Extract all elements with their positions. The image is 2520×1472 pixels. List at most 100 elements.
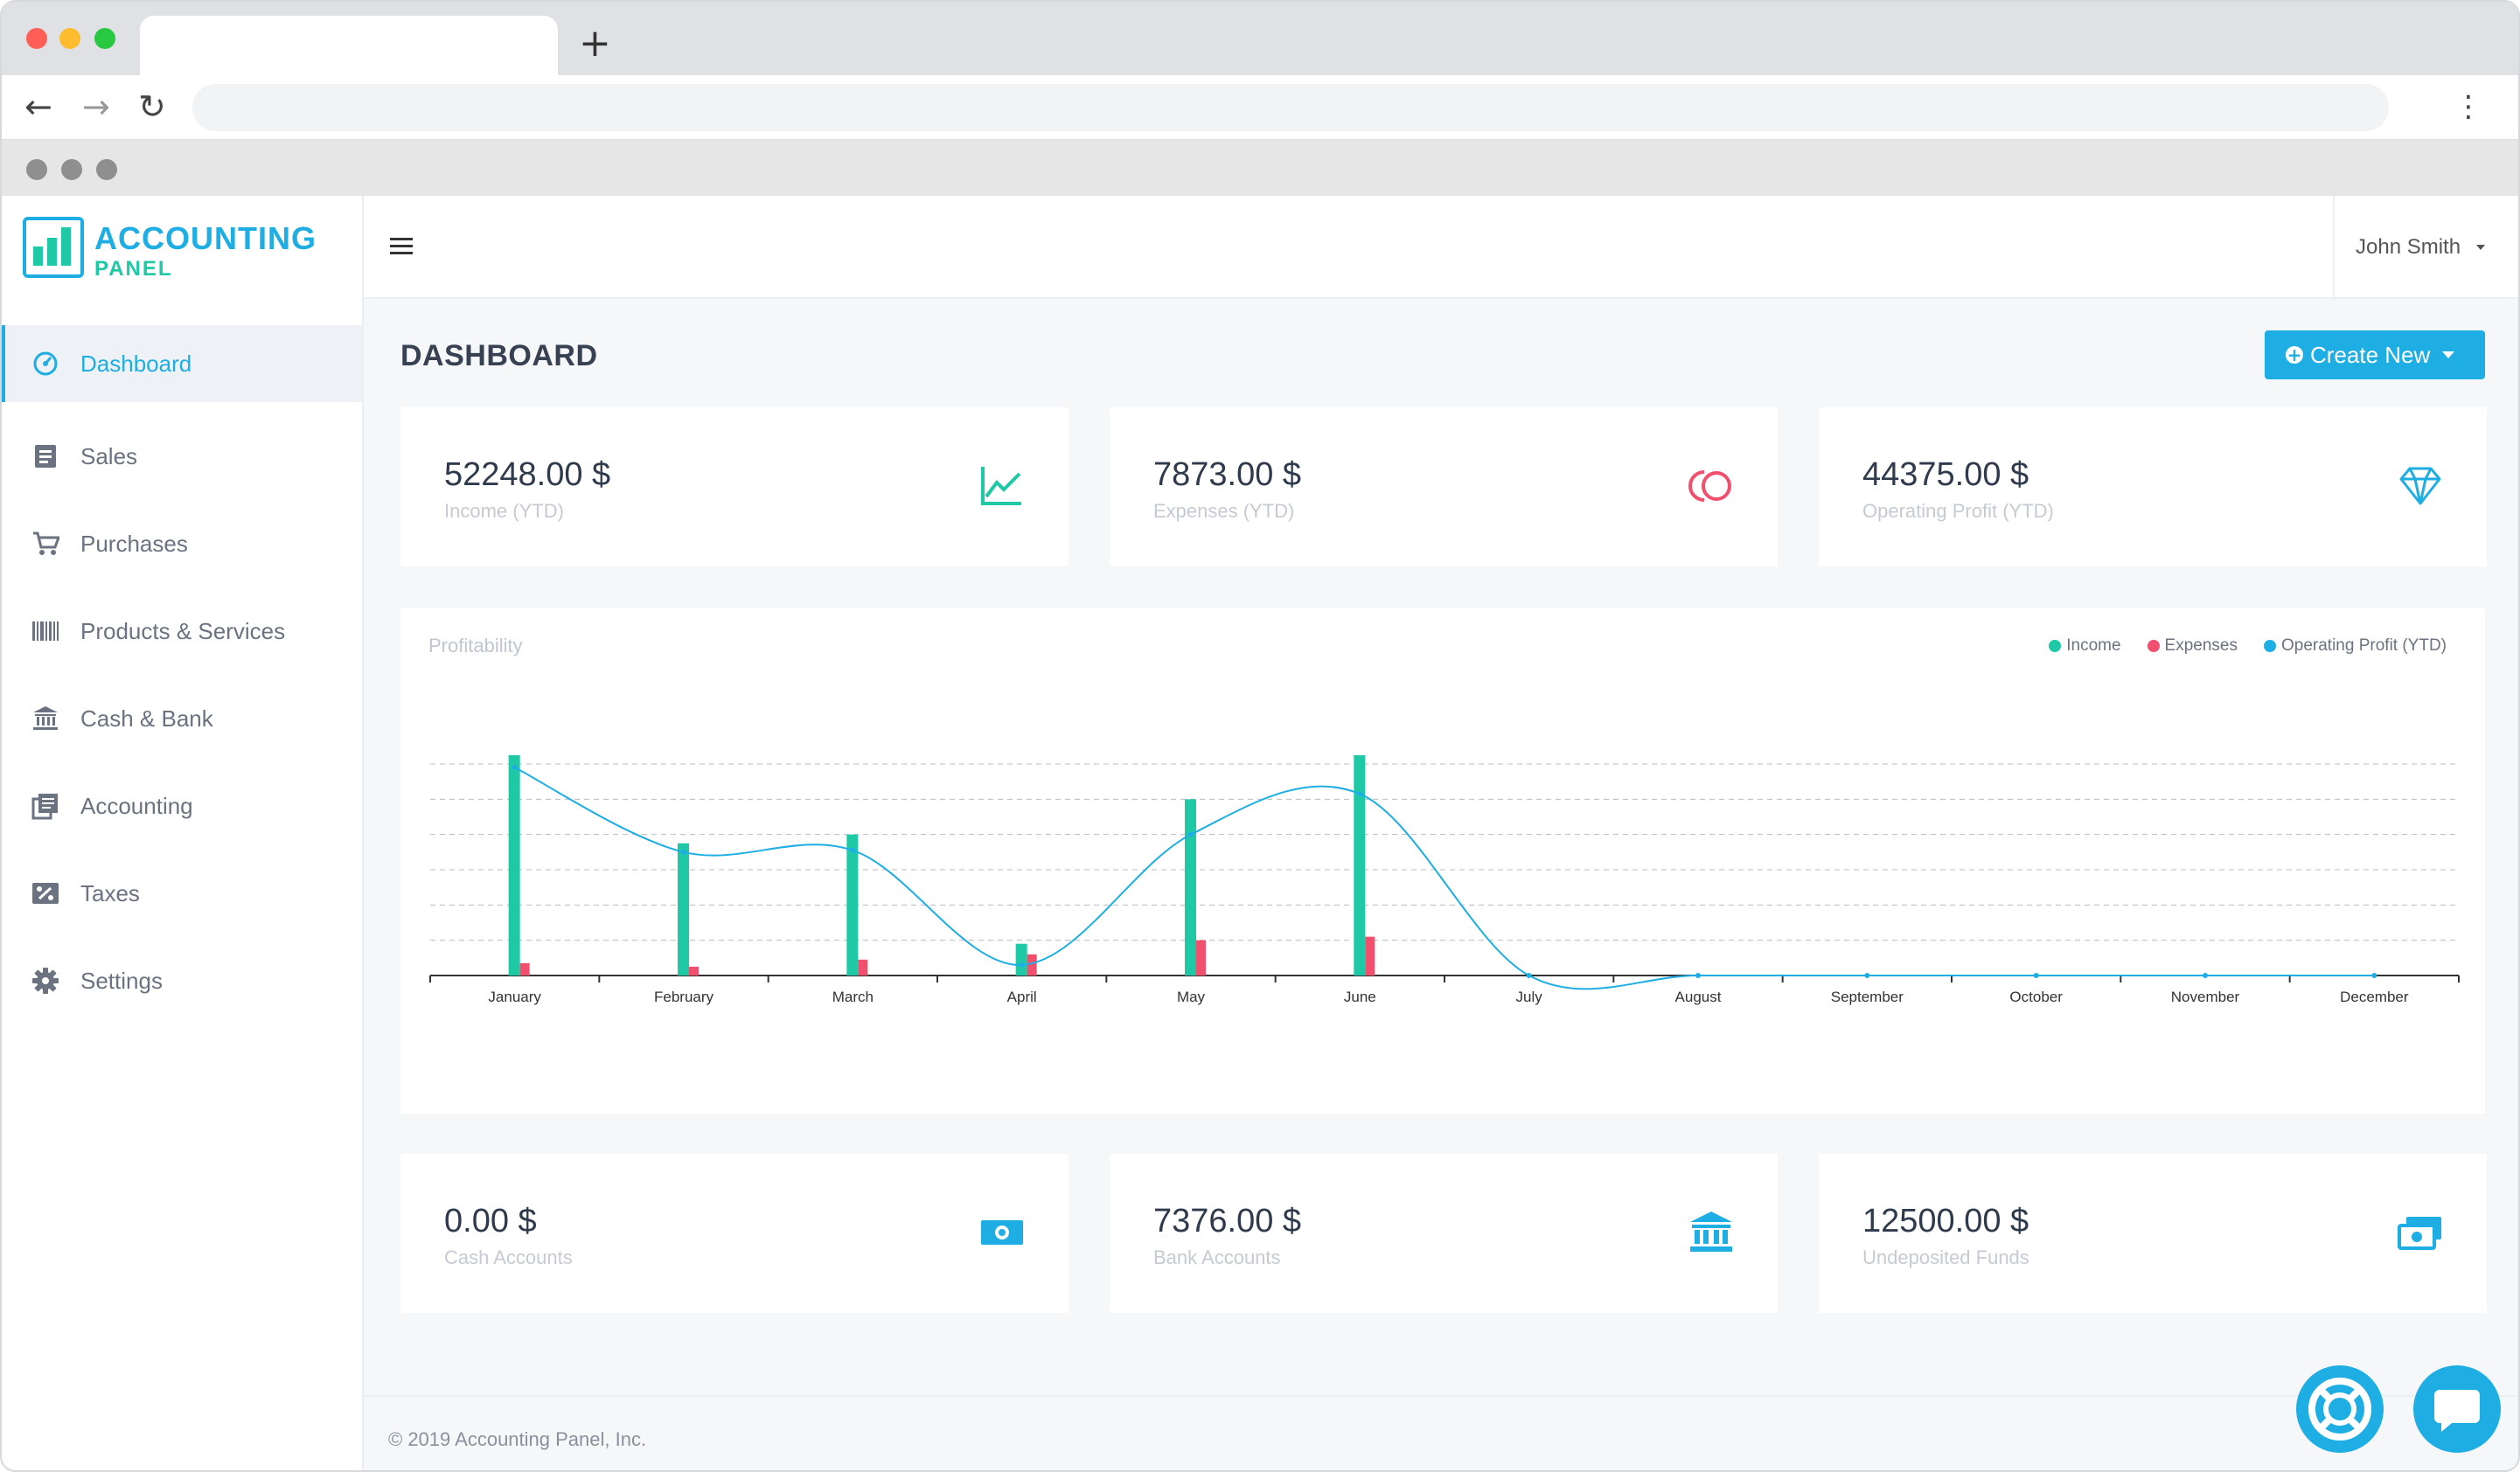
footer: © 2019 Accounting Panel, Inc. — [364, 1395, 2518, 1470]
x-tick-label: May — [1177, 989, 1206, 1005]
speedometer-icon — [31, 350, 59, 378]
cash-accounts-card: 0.00 $ Cash Accounts — [400, 1154, 1069, 1313]
diamond-icon — [2396, 462, 2445, 510]
app-window-bar — [2, 140, 2518, 196]
caret-down-icon — [2476, 245, 2486, 250]
tax-icon — [31, 879, 59, 907]
card-label: Income (YTD) — [444, 500, 564, 522]
user-menu[interactable]: John Smith — [2333, 196, 2518, 299]
receipt-icon — [31, 442, 59, 470]
x-tick-label: October — [2009, 989, 2063, 1005]
sidebar-item-label: Taxes — [80, 879, 140, 906]
bank-accounts-card: 7376.00 $ Bank Accounts — [1110, 1154, 1778, 1313]
expenses-bar — [1027, 954, 1037, 976]
operating-profit-point — [2203, 973, 2208, 978]
income-bar — [678, 843, 689, 976]
x-tick-label: September — [1831, 989, 1904, 1005]
window-dot-icon — [96, 159, 117, 180]
legend-item-operating-profit[interactable]: Operating Profit (YTD) — [2264, 636, 2447, 656]
logo-subtitle: PANEL — [94, 257, 173, 281]
sidebar-item-label: Sales — [80, 442, 138, 469]
sidebar-item-taxes[interactable]: Taxes — [2, 850, 362, 937]
close-window-button[interactable] — [26, 28, 47, 49]
sidebar-item-sales[interactable]: Sales — [2, 413, 362, 500]
chart-title: Profitability — [428, 635, 523, 656]
operating-profit-point — [512, 765, 518, 771]
copyright-text: © 2019 Accounting Panel, Inc. — [388, 1428, 647, 1450]
chart-plot: January February March April May June July Augu… — [429, 754, 2460, 1005]
create-new-button[interactable]: + Create New — [2265, 330, 2485, 379]
rings-icon — [1687, 462, 1736, 510]
card-label: Operating Profit (YTD) — [1862, 500, 2054, 522]
maximize-window-button[interactable] — [94, 28, 115, 49]
browser-tab[interactable] — [140, 16, 558, 75]
card-label: Cash Accounts — [444, 1246, 573, 1268]
operating-profit-point — [1526, 973, 1532, 978]
x-tick-label: July — [1516, 989, 1543, 1005]
page-title: DASHBOARD — [400, 339, 598, 372]
x-tick-label: March — [832, 989, 874, 1005]
operating-profit-line — [514, 767, 2375, 990]
sidebar-item-dashboard[interactable]: Dashboard — [2, 325, 362, 402]
operating-profit-point — [681, 849, 686, 855]
sidebar: ACCOUNTING PANEL Dashboard Sales Purch — [2, 196, 364, 1470]
bank-icon — [31, 705, 59, 733]
minimize-window-button[interactable] — [59, 28, 80, 49]
sidebar-item-label: Products & Services — [80, 617, 286, 644]
card-value: 52248.00 $ — [444, 456, 611, 493]
income-bar — [1185, 799, 1196, 976]
income-bar — [1015, 943, 1027, 976]
legend-item-income[interactable]: Income — [2049, 636, 2121, 656]
legend-label: Income — [2066, 636, 2121, 655]
expenses-card: 7873.00 $ Expenses (YTD) — [1110, 407, 1778, 566]
x-tick-label: January — [488, 989, 541, 1005]
sidebar-item-cash-bank[interactable]: Cash & Bank — [2, 675, 362, 762]
sidebar-nav: Dashboard Sales Purchases Products & Ser… — [2, 325, 362, 1024]
legend-label: Operating Profit (YTD) — [2281, 636, 2447, 655]
browser-menu-icon[interactable]: ⋮ — [2454, 89, 2483, 124]
sidebar-item-purchases[interactable]: Purchases — [2, 500, 362, 587]
user-name: John Smith — [2356, 235, 2461, 259]
barcode-icon — [31, 617, 59, 645]
x-tick-label: June — [1344, 989, 1376, 1005]
undeposited-funds-card: 12500.00 $ Undeposited Funds — [1819, 1154, 2487, 1313]
sidebar-item-label: Dashboard — [80, 350, 192, 377]
back-arrow-icon[interactable]: ← — [24, 87, 52, 126]
reload-icon[interactable]: ↻ — [138, 87, 166, 126]
card-label: Expenses (YTD) — [1153, 500, 1295, 522]
income-bar — [1354, 754, 1366, 976]
hamburger-menu-icon[interactable] — [390, 238, 413, 259]
window-dot-icon — [26, 159, 47, 180]
operating-profit-point — [2033, 973, 2039, 978]
top-bar: John Smith — [364, 196, 2518, 299]
operating-profit-point — [1188, 831, 1194, 837]
browser-tab-bar: + — [2, 2, 2518, 75]
forward-arrow-icon[interactable]: → — [82, 87, 110, 126]
operating-profit-point — [1695, 973, 1701, 978]
lifebuoy-icon[interactable] — [2296, 1365, 2384, 1453]
sidebar-item-products-services[interactable]: Products & Services — [2, 587, 362, 675]
chat-icon[interactable] — [2413, 1365, 2501, 1453]
card-value: 0.00 $ — [444, 1203, 537, 1239]
plus-circle-icon: + — [2286, 344, 2303, 365]
caret-down-icon — [2442, 351, 2455, 358]
gear-icon — [31, 967, 59, 995]
window-dot-icon — [61, 159, 82, 180]
card-value: 7376.00 $ — [1153, 1203, 1302, 1239]
legend-item-expenses[interactable]: Expenses — [2147, 636, 2238, 656]
sidebar-item-settings[interactable]: Settings — [2, 937, 362, 1024]
sidebar-item-label: Accounting — [80, 792, 193, 819]
sidebar-item-accounting[interactable]: Accounting — [2, 762, 362, 850]
ledger-icon — [31, 792, 59, 820]
address-bar[interactable] — [192, 84, 2389, 131]
card-label: Undeposited Funds — [1862, 1246, 2029, 1268]
sidebar-item-label: Purchases — [80, 530, 188, 557]
bank-icon — [1687, 1208, 1736, 1257]
expenses-bar — [1196, 940, 1206, 976]
sidebar-item-label: Settings — [80, 967, 163, 994]
new-tab-icon[interactable]: + — [579, 21, 611, 66]
expenses-bar — [519, 962, 530, 976]
operating-profit-point — [1357, 791, 1363, 797]
main-content: John Smith DASHBOARD + Create New 52248.… — [364, 196, 2518, 1470]
